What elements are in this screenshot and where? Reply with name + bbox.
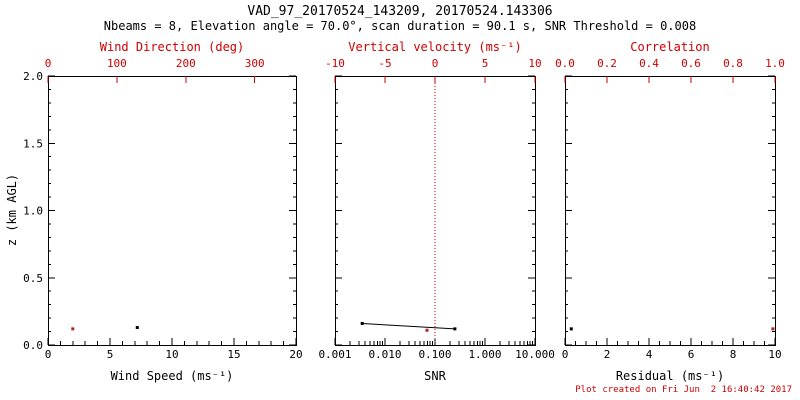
x-tick-label: 0.001	[318, 348, 351, 361]
x-tick-label: 10	[768, 348, 781, 361]
snr-profile-marker	[360, 321, 364, 325]
y-tick-label: 0.0	[23, 339, 43, 352]
x-tick-label: 0.010	[368, 348, 401, 361]
wind-speed-marker	[135, 326, 139, 330]
wind-speed-axis-title: Wind Speed (ms⁻¹)	[110, 369, 234, 383]
x-tick-label: 0.100	[418, 348, 451, 361]
x-tick-label: 6	[688, 348, 695, 361]
x-tick-label: 15	[227, 348, 240, 361]
top-x-tick-label: 0.8	[723, 57, 743, 70]
correlation-axis-title: Correlation	[630, 40, 710, 54]
residual-profile-marker	[569, 327, 573, 331]
x-tick-label: 8	[730, 348, 737, 361]
y-tick-label: 0.5	[23, 272, 43, 285]
top-x-tick-label: 100	[107, 57, 127, 70]
top-x-tick-label: 0	[432, 57, 439, 70]
x-tick-label: 4	[646, 348, 653, 361]
panel-border	[48, 76, 297, 346]
vertical-velocity-marker	[425, 328, 429, 332]
top-x-tick-label: 200	[176, 57, 196, 70]
snr-axis-title: SNR	[424, 369, 446, 383]
vertical-velocity-axis-title: Vertical velocity (ms⁻¹)	[348, 40, 522, 54]
top-x-tick-label: 10	[528, 57, 541, 70]
snr-profile-line	[362, 322, 455, 330]
plot-subtitle: Nbeams = 8, Elevation angle = 70.0°, sca…	[103, 19, 697, 33]
top-x-tick-label: 300	[245, 57, 265, 70]
x-tick-label: 10	[165, 348, 178, 361]
x-tick-label: 0	[45, 348, 52, 361]
residual-axis-title: Residual (ms⁻¹)	[615, 369, 725, 383]
wind-direction-axis-title: Wind Direction (deg)	[99, 40, 245, 54]
top-x-tick-label: 5	[482, 57, 489, 70]
top-x-tick-label: -5	[378, 57, 391, 70]
snr-profile-marker	[453, 327, 457, 331]
top-x-tick-label: 0.6	[681, 57, 701, 70]
snr-panel: 0.001 0.010 0.100 1.000 10.000 -10 -5 0 5 10	[318, 57, 554, 361]
x-tick-label: 10.000	[515, 348, 555, 361]
panel-border	[565, 76, 776, 346]
top-x-tick-label: 0.0	[555, 57, 575, 70]
plot-title: VAD_97_20170524_143209, 20170524.143306	[247, 4, 553, 19]
x-tick-label: 0	[562, 348, 569, 361]
x-tick-label: 2	[604, 348, 611, 361]
top-x-tick-label: 0.4	[639, 57, 659, 70]
top-x-tick-label: 0.2	[597, 57, 617, 70]
residual-panel: 0 2 4 6 8 10 0.0 0.2 0.4 0.6 0.8 1.0	[555, 57, 785, 361]
y-tick-label: 2.0	[23, 70, 43, 83]
y-tick-label: 1.5	[23, 137, 43, 150]
y-tick-label: 1.0	[23, 205, 43, 218]
top-x-tick-label: 0	[45, 57, 52, 70]
correlation-marker	[771, 327, 775, 331]
x-tick-label: 20	[289, 348, 302, 361]
creation-timestamp: Plot created on Fri Jun 2 16:40:42 2017	[575, 385, 792, 395]
top-x-tick-label: 1.0	[765, 57, 785, 70]
wind-direction-marker	[71, 327, 75, 331]
top-x-tick-label: -10	[325, 57, 345, 70]
x-tick-label: 5	[107, 348, 114, 361]
x-tick-label: 1.000	[468, 348, 501, 361]
